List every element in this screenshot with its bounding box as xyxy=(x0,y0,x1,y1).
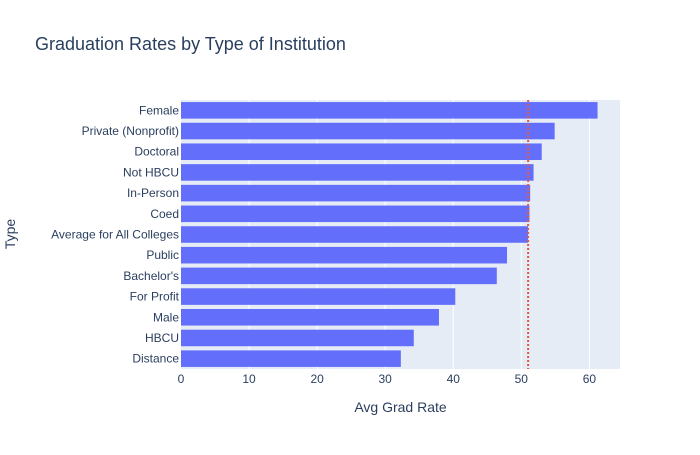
x-tick-label: 50 xyxy=(515,372,529,386)
bar-hbcu xyxy=(181,329,414,347)
x-tick-label: 20 xyxy=(310,372,324,386)
bar-female xyxy=(181,102,598,119)
y-axis-title: Type xyxy=(2,219,18,250)
y-tick-label: Coed xyxy=(150,207,179,221)
bar-bachelor-s xyxy=(181,267,497,285)
bar-doctoral xyxy=(181,143,542,161)
y-tick-label: Bachelor's xyxy=(123,269,179,283)
bar-distance xyxy=(181,350,401,367)
chart-title: Graduation Rates by Type of Institution xyxy=(35,34,346,54)
bar-private-nonprofit xyxy=(181,122,555,140)
x-tick-label: 10 xyxy=(242,372,256,386)
y-tick-label: Private (Nonprofit) xyxy=(82,124,179,138)
y-tick-label: Public xyxy=(146,248,179,262)
bar-average-for-all-colleges xyxy=(181,226,529,243)
bars xyxy=(181,102,598,367)
y-tick-label: Female xyxy=(139,103,179,117)
y-tick-label: In-Person xyxy=(127,186,179,200)
bar-male xyxy=(181,308,439,326)
x-tick-label: 30 xyxy=(379,372,393,386)
x-tick-label: 0 xyxy=(178,372,185,386)
bar-for-profit xyxy=(181,288,456,305)
bar-public xyxy=(181,246,508,264)
y-tick-label: Average for All Colleges xyxy=(51,228,179,242)
bar-coed xyxy=(181,205,530,223)
y-tick-label: Not HBCU xyxy=(123,165,179,179)
y-tick-label: Male xyxy=(153,310,179,324)
y-tick-label: For Profit xyxy=(130,290,180,304)
x-axis-ticks: 0 10 20 30 40 50 60 xyxy=(178,372,597,386)
y-axis-ticks: Female Private (Nonprofit) Doctoral Not HBC… xyxy=(51,103,180,365)
y-tick-label: Distance xyxy=(132,352,179,366)
x-tick-label: 60 xyxy=(583,372,597,386)
x-axis-title: Avg Grad Rate xyxy=(354,399,447,415)
y-tick-label: HBCU xyxy=(145,331,179,345)
y-tick-label: Doctoral xyxy=(134,145,179,159)
x-tick-label: 40 xyxy=(447,372,461,386)
bar-in-person xyxy=(181,184,531,202)
bar-not-hbcu xyxy=(181,164,534,181)
